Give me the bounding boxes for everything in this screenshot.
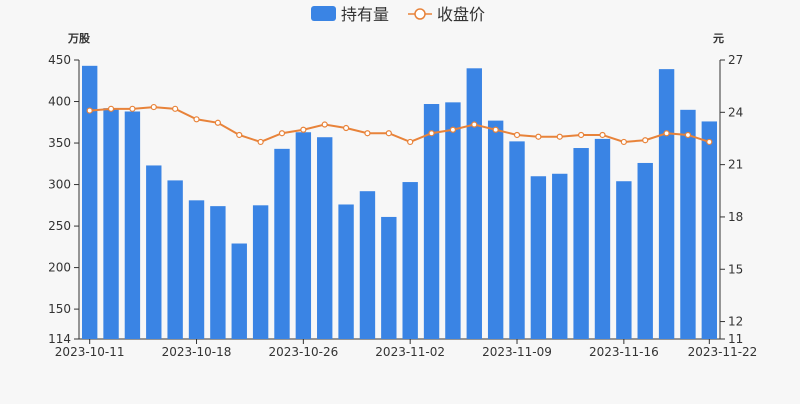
bar [359, 191, 376, 339]
bar-series [81, 65, 718, 340]
x-axis-tick-label: 2023-10-11 [55, 345, 125, 359]
left-axis-tick-label: 400 [48, 95, 71, 109]
legend-bar-label[interactable]: 持有量 [341, 5, 389, 24]
legend-line-label[interactable]: 收盘价 [437, 5, 485, 24]
right-axis-tick-label: 21 [728, 158, 743, 172]
bar [338, 204, 354, 339]
bar [210, 206, 226, 339]
bar [487, 120, 504, 339]
bar [701, 121, 718, 339]
line-point [364, 130, 371, 137]
bar [423, 104, 440, 339]
line-point [86, 107, 93, 114]
line-point [642, 137, 649, 144]
left-axis-tick-label: 114 [48, 332, 71, 346]
left-axis-tick-label: 300 [48, 178, 71, 192]
line-point [300, 126, 307, 133]
bar [530, 176, 547, 339]
line-point [407, 138, 414, 146]
bar [594, 138, 611, 339]
line-point [684, 131, 692, 139]
line-point [172, 105, 179, 112]
line-point [321, 121, 328, 128]
axes: 114 150 200 250 300 350 400 450 11 12 15 18 21 24 27 20… [48, 53, 757, 359]
bar [680, 109, 696, 339]
bar [616, 181, 632, 339]
left-axis-tick-label: 200 [48, 261, 71, 275]
bar [146, 165, 162, 339]
line-point [193, 116, 200, 123]
bar [231, 243, 247, 339]
right-axis-tick-label: 12 [728, 315, 743, 329]
bar [295, 132, 312, 339]
line-point [599, 131, 606, 139]
line-point [129, 105, 136, 112]
bar [124, 111, 141, 339]
left-axis-tick-label: 150 [48, 302, 71, 316]
bar [103, 108, 119, 340]
line-point [107, 105, 115, 112]
bar [509, 141, 525, 339]
legend-line-marker[interactable] [414, 8, 426, 20]
line-point [449, 126, 457, 133]
line-point [706, 138, 713, 146]
line-point [257, 138, 264, 146]
bar [552, 173, 568, 339]
left-axis-tick-label: 450 [48, 53, 71, 67]
x-axis-tick-label: 2023-11-16 [589, 345, 659, 359]
line-point [578, 131, 585, 139]
bar [402, 182, 418, 339]
bar [658, 69, 675, 340]
right-axis-tick-label: 27 [728, 53, 743, 67]
bar [252, 205, 269, 339]
x-axis-tick-label: 2023-11-22 [688, 345, 758, 359]
bar [381, 216, 397, 339]
x-axis-tick-label: 2023-10-18 [162, 345, 232, 359]
line-point [385, 130, 392, 137]
legend[interactable]: 持有量 收盘价 [311, 5, 485, 24]
bar [637, 162, 653, 339]
x-axis-tick-label: 2023-10-26 [268, 345, 338, 359]
left-axis-tick-label: 350 [48, 136, 71, 150]
line-point [535, 133, 542, 140]
right-axis-unit: 元 [713, 32, 724, 45]
right-axis-tick-label: 15 [728, 262, 743, 276]
bar [81, 65, 98, 339]
bar [466, 68, 482, 339]
bar [167, 180, 183, 339]
line-point [492, 126, 499, 133]
right-axis-tick-label: 18 [728, 210, 743, 224]
bar [445, 102, 461, 340]
left-axis-unit: 万股 [67, 32, 91, 45]
bar [317, 137, 333, 339]
legend-bar-swatch[interactable] [311, 6, 336, 21]
line-point [278, 130, 286, 137]
line-point [236, 131, 243, 139]
line-point [620, 138, 627, 146]
line-point [513, 131, 521, 139]
line-point [150, 103, 157, 111]
line-point [471, 121, 478, 128]
bar [274, 148, 290, 339]
right-axis-tick-label: 11 [728, 332, 743, 346]
bar [188, 200, 205, 339]
bar [573, 148, 589, 339]
line-point [428, 130, 435, 137]
x-axis-tick-label: 2023-11-09 [482, 345, 552, 359]
line-point [556, 133, 563, 140]
line-series [86, 103, 713, 146]
price-line [89, 106, 710, 144]
x-axis-tick-label: 2023-11-02 [375, 345, 445, 359]
line-point [342, 124, 350, 132]
line-point [663, 130, 670, 137]
line-point [214, 119, 221, 126]
left-axis-tick-label: 250 [48, 219, 71, 233]
right-axis-tick-label: 24 [728, 105, 743, 119]
